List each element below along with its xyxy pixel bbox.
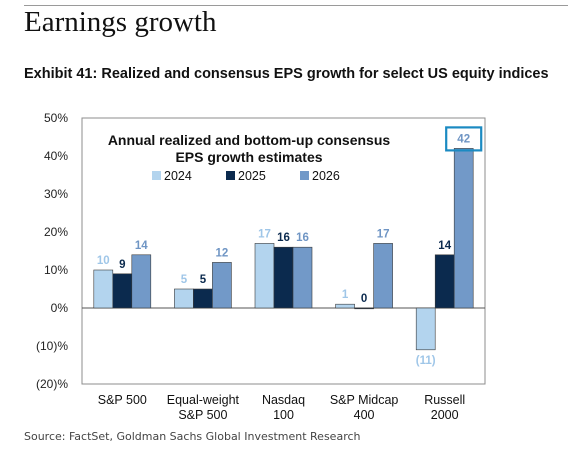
legend-label-2025: 2025	[238, 169, 266, 183]
y-tick-label: (10)%	[36, 339, 68, 353]
y-tick-label: (20)%	[36, 377, 68, 391]
chart-title: Annual realized and bottom-up consensus	[108, 132, 391, 148]
y-tick-label: 10%	[44, 263, 68, 277]
top-divider	[24, 5, 568, 6]
data-label-2024-4: (11)	[416, 355, 436, 367]
category-label: S&P 500	[98, 393, 147, 407]
data-label-2024-3: 1	[342, 289, 349, 301]
chart-subtitle: EPS growth estimates	[175, 149, 322, 165]
bar-2026-4	[453, 148, 474, 309]
data-label-2025-2: 16	[277, 232, 290, 244]
bar-2024-0	[93, 269, 114, 309]
data-label-2024-1: 5	[181, 274, 188, 286]
category-label: 2000	[431, 408, 459, 422]
y-tick-label: 40%	[44, 149, 68, 163]
bar-2026-1	[212, 262, 232, 309]
legend-label-2026: 2026	[312, 169, 340, 183]
bar-2025-3	[354, 307, 374, 310]
y-tick-label: 0%	[51, 301, 69, 315]
section-title: Earnings growth	[24, 6, 217, 38]
data-label-2026-0: 14	[135, 240, 148, 252]
bar-2025-4	[434, 254, 455, 309]
data-label-2025-1: 5	[200, 274, 207, 286]
plot-area	[81, 117, 486, 385]
category-label: 100	[273, 408, 294, 422]
y-tick-label: 20%	[44, 225, 68, 239]
source-note: Source: FactSet, Goldman Sachs Global In…	[24, 430, 361, 443]
bar-2025-1	[193, 288, 213, 309]
bar-2024-2	[254, 243, 275, 309]
data-label-2026-3: 17	[377, 228, 390, 240]
data-label-2025-0: 9	[119, 259, 125, 271]
data-label-2026-2: 16	[296, 232, 309, 244]
bar-2026-3	[373, 243, 393, 309]
category-label: 400	[354, 408, 375, 422]
bar-2026-0	[131, 254, 152, 309]
data-label-2026-1: 12	[216, 247, 229, 259]
bar-2025-2	[273, 246, 294, 309]
bar-2024-4	[415, 307, 436, 351]
legend-swatch-2026	[300, 171, 309, 180]
y-tick-label: 30%	[44, 187, 68, 201]
bar-2024-3	[335, 303, 355, 309]
data-label-2025-4: 14	[438, 240, 451, 252]
data-label-2025-3: 0	[361, 293, 367, 305]
bars: 10 5 17 1 (11) 9 5 16 0 14 14 12 16 17 42	[93, 126, 483, 367]
bar-2025-0	[112, 273, 133, 309]
legend-label-2024: 2024	[164, 169, 192, 183]
bar-2026-2	[292, 246, 313, 309]
legend-swatch-2025	[226, 171, 235, 180]
data-label-2026-4: 42	[457, 133, 470, 145]
data-label-2024-0: 10	[97, 255, 110, 267]
category-label: S&P Midcap	[330, 393, 399, 407]
bar-2024-1	[174, 288, 194, 309]
data-label-2024-2: 17	[258, 228, 271, 240]
legend: 2024 2025 2026	[152, 169, 340, 183]
category-label: Nasdaq	[262, 393, 305, 407]
y-tick-label: 50%	[44, 111, 68, 125]
legend-swatch-2024	[152, 171, 161, 180]
highlight-box	[445, 126, 483, 152]
category-label: Equal-weight	[167, 393, 240, 407]
category-label: Russell	[424, 393, 465, 407]
category-label: S&P 500	[178, 408, 227, 422]
exhibit-title: Exhibit 41: Realized and consensus EPS g…	[24, 66, 549, 82]
